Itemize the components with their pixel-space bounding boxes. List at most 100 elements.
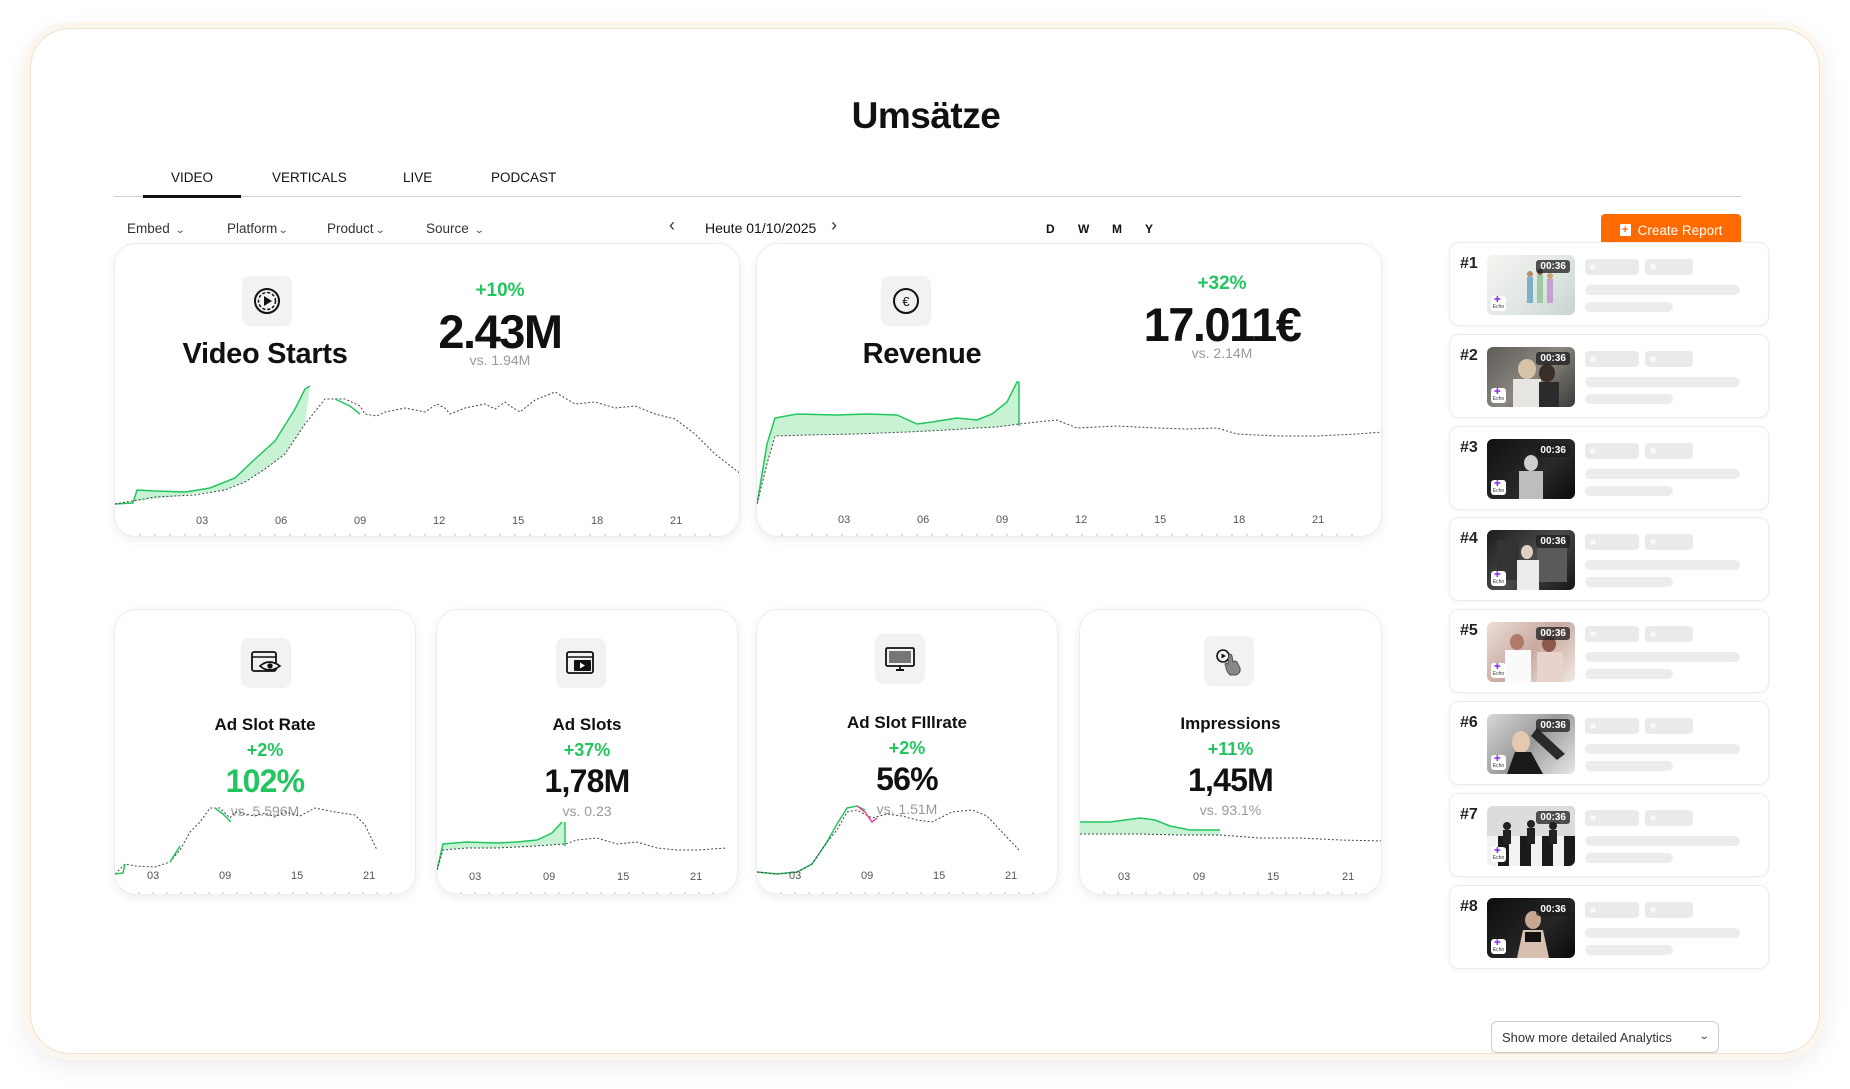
metric-vs: vs. 2.14M xyxy=(1191,345,1253,361)
video-starts-chart xyxy=(115,385,739,536)
chart-line xyxy=(115,807,232,875)
top-video-item[interactable]: #1 00:36 Echo xyxy=(1449,242,1769,326)
video-thumbnail[interactable]: 00:36 Echo xyxy=(1487,622,1575,682)
tick-label: 15 xyxy=(933,870,946,882)
metric-change: +11% xyxy=(1207,739,1254,759)
tick-marks xyxy=(781,534,1353,536)
tick-label: 09 xyxy=(996,514,1009,526)
placeholder-bar xyxy=(1585,560,1740,570)
echo-logo-icon: Echo xyxy=(1491,846,1506,862)
placeholder-pill xyxy=(1645,718,1693,734)
create-report-button[interactable]: + Create Report xyxy=(1601,214,1741,246)
card-impressions[interactable]: Impressions +11% 1,45M vs. 93.1% 03 09 1… xyxy=(1079,609,1382,895)
top-video-item[interactable]: #8 00:36 Echo xyxy=(1449,885,1769,969)
top-video-item[interactable]: #4 00:36 Echo xyxy=(1449,517,1769,601)
impressions-chart xyxy=(1080,817,1381,894)
placeholder-bar xyxy=(1585,469,1740,479)
echo-logo-icon: Echo xyxy=(1491,387,1506,403)
rank-number: #8 xyxy=(1460,898,1478,915)
tap-play-icon xyxy=(1204,636,1254,686)
card-video-starts[interactable]: Video Starts +10% 2.43M vs. 1.94M 03 06 … xyxy=(114,243,740,537)
echo-logo-icon: Echo xyxy=(1491,570,1506,586)
placeholder-pill xyxy=(1645,902,1693,918)
placeholder-pill xyxy=(1645,259,1693,275)
placeholder-pill xyxy=(1585,534,1639,550)
placeholder-pill xyxy=(1585,626,1639,642)
filter-source[interactable]: Source ⌄ xyxy=(426,221,485,236)
echo-logo-icon: Echo xyxy=(1491,479,1506,495)
thumbnail-image xyxy=(1513,359,1559,407)
rank-number: #6 xyxy=(1460,714,1478,731)
tab-video[interactable]: VIDEO xyxy=(142,170,242,198)
chart-segment xyxy=(334,398,361,415)
rank-number: #3 xyxy=(1460,439,1478,456)
chevron-down-icon: ⌄ xyxy=(374,225,386,236)
video-thumbnail[interactable]: 00:36 Echo xyxy=(1487,806,1575,866)
tab-podcast[interactable]: PODCAST xyxy=(491,170,557,185)
card-ad-slots[interactable]: Ad Slots +37% 1,78M vs. 0.23 03 09 15 21 xyxy=(436,609,738,895)
tab-live[interactable]: LIVE xyxy=(403,170,433,185)
period-month[interactable]: M xyxy=(1112,222,1122,236)
video-duration: 00:36 xyxy=(1536,903,1570,916)
placeholder-bar xyxy=(1585,928,1740,938)
card-ad-slot-fillrate[interactable]: Ad Slot FIllrate +2% 56% vs. 1.51M 03 09… xyxy=(756,609,1058,895)
video-duration: 00:36 xyxy=(1536,627,1570,640)
placeholder-bar xyxy=(1585,836,1740,846)
rank-number: #5 xyxy=(1460,622,1478,639)
metric-vs: vs. 0.23 xyxy=(562,803,612,819)
video-thumbnail[interactable]: 00:36 Echo xyxy=(1487,255,1575,315)
echo-logo-icon: Echo xyxy=(1491,662,1506,678)
tick-label: 09 xyxy=(1193,871,1206,883)
ad-slots-chart xyxy=(437,821,728,894)
placeholder-bar xyxy=(1585,285,1740,295)
video-thumbnail[interactable]: 00:36 Echo xyxy=(1487,439,1575,499)
top-video-item[interactable]: #3 00:36 Echo xyxy=(1449,426,1769,510)
placeholder-bar xyxy=(1585,652,1740,662)
metric-label: Ad Slots xyxy=(552,715,622,734)
period-day[interactable]: D xyxy=(1046,222,1055,236)
video-thumbnail[interactable]: 00:36 Echo xyxy=(1487,347,1575,407)
filter-platform[interactable]: Platform⌄ xyxy=(227,221,289,236)
metric-value: 1,78M xyxy=(544,763,631,799)
filter-product[interactable]: Product⌄ xyxy=(327,221,386,236)
top-video-item[interactable]: #5 00:36 Echo xyxy=(1449,609,1769,693)
card-revenue[interactable]: € Revenue +32% 17.011€ vs. 2.14M 03 06 0… xyxy=(756,243,1382,537)
top-video-item[interactable]: #6 00:36 Echo xyxy=(1449,701,1769,785)
period-year[interactable]: Y xyxy=(1145,222,1154,236)
monitor-icon xyxy=(875,634,925,684)
tick-label: 21 xyxy=(363,870,376,882)
chart-line xyxy=(757,381,1019,505)
top-video-item[interactable]: #2 00:36 Echo xyxy=(1449,334,1769,418)
tick-label: 03 xyxy=(789,870,802,882)
placeholder-bar xyxy=(1585,853,1673,863)
chart-baseline xyxy=(1080,833,1381,842)
chart-line xyxy=(115,385,311,505)
metric-vs: vs. 5.596M xyxy=(230,803,300,819)
chart-baseline xyxy=(115,391,739,505)
tick-label: 09 xyxy=(861,870,874,882)
placeholder-pill xyxy=(1585,718,1639,734)
video-thumbnail[interactable]: 00:36 Echo xyxy=(1487,530,1575,590)
metric-change: +32% xyxy=(1197,273,1247,294)
metric-label: Revenue xyxy=(862,338,982,370)
top-video-item[interactable]: #7 00:36 Echo xyxy=(1449,793,1769,877)
video-thumbnail[interactable]: 00:36 Echo xyxy=(1487,714,1575,774)
video-duration: 00:36 xyxy=(1536,260,1570,273)
tick-label: 09 xyxy=(219,870,232,882)
chevron-right-icon[interactable]: › xyxy=(831,215,837,235)
dashboard-frame: Umsätze VIDEO VERTICALS LIVE PODCAST Emb… xyxy=(30,28,1820,1054)
tick-label: 21 xyxy=(690,871,703,883)
show-more-analytics-button[interactable]: Show more detailed Analytics ⌄ xyxy=(1491,1021,1719,1053)
placeholder-pill xyxy=(1585,443,1639,459)
tab-verticals[interactable]: VERTICALS xyxy=(272,170,347,185)
chart-baseline xyxy=(437,837,728,871)
filter-embed[interactable]: Embed ⌄ xyxy=(127,221,186,236)
tick-label: 18 xyxy=(591,515,604,527)
chevron-left-icon[interactable]: ‹ xyxy=(669,215,675,235)
tab-bar: VIDEO VERTICALS LIVE PODCAST xyxy=(114,141,1741,198)
tick-label: 15 xyxy=(291,870,304,882)
video-thumbnail[interactable]: 00:36 Echo xyxy=(1487,898,1575,958)
card-ad-slot-rate[interactable]: Ad Slot Rate +2% 102% vs. 5.596M 03 09 1… xyxy=(114,609,416,895)
period-week[interactable]: W xyxy=(1078,222,1090,236)
tick-label: 06 xyxy=(275,515,288,527)
